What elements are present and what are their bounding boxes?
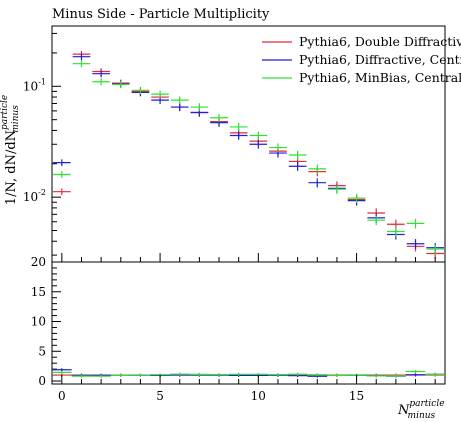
chart-title: Minus Side - Particle Multiplicity <box>52 7 270 22</box>
data-point <box>53 188 71 196</box>
data-point <box>229 122 248 132</box>
y-tick-label: 10-1 <box>23 77 46 93</box>
ratio-y-tick-label: 20 <box>31 255 46 269</box>
y-axis-label: 1/N, dN/dNparticleminus <box>0 95 21 205</box>
ratio-point <box>366 374 387 378</box>
data-point <box>92 70 110 78</box>
data-point <box>92 78 110 86</box>
data-point <box>210 113 228 123</box>
data-point <box>111 80 130 89</box>
x-tick-label: 15 <box>349 389 364 403</box>
y-axis-label-superscript: particle <box>0 95 10 130</box>
data-point <box>328 184 346 194</box>
y-axis-label-subscript: minus <box>11 105 21 133</box>
legend-item: Pythia6, MinBias, Central <box>262 70 461 85</box>
ratio-point <box>52 370 72 374</box>
data-point <box>249 140 268 149</box>
ratio-point <box>405 373 426 377</box>
x-axis-ticks: 0 5 10 15 <box>58 253 436 403</box>
x-tick-label: 0 <box>58 389 66 403</box>
data-point <box>288 150 307 160</box>
ratio-point <box>169 372 190 376</box>
x-axis-label-main: N <box>397 403 410 418</box>
legend-label: Pythia6, MinBias, Central <box>299 70 461 85</box>
data-point <box>269 143 287 153</box>
legend-label: Pythia6, Double Diffractive, Central <box>299 34 461 49</box>
x-axis-label-subscript: minus <box>408 411 436 421</box>
ratio-point <box>130 373 151 377</box>
ratio-point <box>71 374 92 378</box>
ratio-y-tick-label: 10 <box>31 315 46 329</box>
data-point <box>347 193 366 203</box>
ratio-point <box>386 374 406 378</box>
data-point <box>406 218 425 229</box>
data-point <box>72 53 91 61</box>
ratio-point <box>228 372 249 376</box>
ratio-series-group <box>52 368 445 378</box>
data-point <box>229 131 248 140</box>
x-tick-label: 10 <box>251 389 266 403</box>
legend-label: Pythia6, Diffractive, Central <box>299 52 461 67</box>
ratio-point <box>91 374 111 378</box>
legend-item: Pythia6, Diffractive, Central <box>262 52 461 67</box>
svg-text:1/N, dN/dNparticleminus: 1/N, dN/dNparticleminus <box>0 95 21 205</box>
data-point <box>308 178 327 188</box>
x-tick-label: 5 <box>156 389 164 403</box>
ratio-y-tick-label: 15 <box>31 285 46 299</box>
ratio-point <box>405 370 426 374</box>
ratio-point <box>327 373 347 377</box>
data-point <box>387 226 405 237</box>
data-point <box>53 159 71 167</box>
data-point <box>406 239 425 249</box>
ratio-point <box>425 372 445 376</box>
x-axis-label: Nparticle minus <box>397 399 445 421</box>
ratio-plot-panel: 0 5 10 15 20 <box>31 255 446 388</box>
data-point <box>190 103 209 112</box>
ratio-point <box>209 373 229 377</box>
ratio-point <box>268 373 288 377</box>
y-axis-label-main: 1/N, dN/dN <box>4 130 19 205</box>
ratio-point <box>110 373 131 377</box>
x-axis-label-superscript: particle <box>409 399 444 409</box>
series-3 <box>53 60 444 255</box>
ratio-point <box>189 372 210 376</box>
svg-text:Nparticleminus: Nparticle minus <box>397 399 445 421</box>
main-plot-panel: 10-1 10-2 <box>23 25 446 263</box>
ratio-point <box>287 372 308 376</box>
ratio-y-tick-label: 5 <box>38 344 46 358</box>
data-point <box>151 90 169 99</box>
ratio-series-3 <box>52 370 445 378</box>
ratio-y-tick-label: 0 <box>38 374 46 388</box>
data-point <box>426 244 444 255</box>
data-point <box>72 60 91 68</box>
legend-item: Pythia6, Double Diffractive, Central <box>262 34 461 49</box>
ratio-point <box>52 368 72 372</box>
data-point <box>308 164 327 174</box>
data-point <box>170 96 189 105</box>
legend: Pythia6, Double Diffractive, Central Pyth… <box>262 34 461 85</box>
data-point <box>131 86 150 95</box>
main-y-ticks: 10-1 10-2 <box>23 32 61 256</box>
data-point <box>53 171 71 179</box>
ratio-y-ticks: 0 5 10 15 20 <box>31 255 61 388</box>
data-point <box>367 215 386 226</box>
data-point <box>249 131 268 140</box>
data-point <box>288 162 307 171</box>
main-series-group <box>53 50 444 259</box>
ratio-point <box>307 373 328 377</box>
ratio-plot-frame <box>51 261 446 385</box>
data-point <box>170 103 189 112</box>
y-tick-label: 10-2 <box>23 188 46 204</box>
